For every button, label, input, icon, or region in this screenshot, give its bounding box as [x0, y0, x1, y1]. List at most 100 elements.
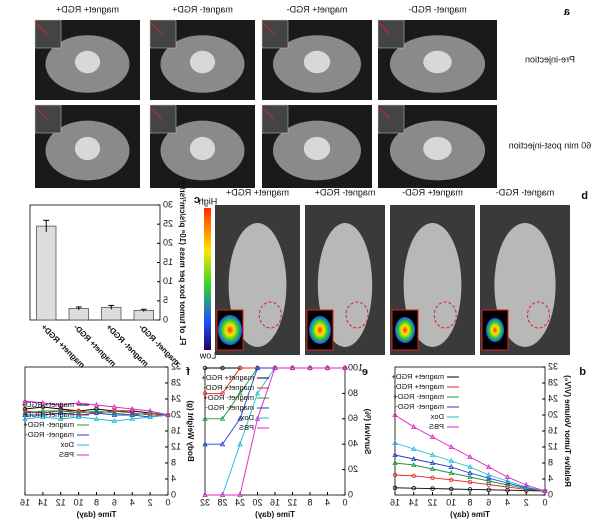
- column-header: magnet+ RGD+: [56, 4, 119, 14]
- point: [219, 415, 226, 421]
- point: [411, 486, 416, 491]
- panel-a: a Pre-injection 60 min post-injection ma…: [34, 4, 592, 188]
- mri-organ: [303, 136, 331, 161]
- mri-organ: [189, 50, 216, 74]
- panel-label: e: [362, 366, 368, 378]
- row-label: 60 min post-injection: [509, 140, 592, 150]
- x-tick-label: 28: [217, 497, 227, 507]
- x-tick-label: 16: [270, 497, 280, 507]
- mri-arrow: [379, 23, 391, 35]
- y-tick-label: 24: [548, 393, 558, 403]
- point: [430, 486, 435, 491]
- point: [448, 443, 454, 449]
- point: [448, 457, 454, 463]
- column-header: magnet+ RGD-: [402, 187, 463, 197]
- point: [411, 423, 417, 429]
- y-tick-label: 0: [171, 489, 176, 499]
- point: [486, 477, 492, 483]
- y-axis-label: Body Weight (g): [186, 400, 195, 462]
- y-tick-label: 32: [548, 361, 558, 371]
- x-tick-label: 0: [342, 497, 347, 507]
- bar: [68, 308, 89, 321]
- x-tick-label: 8: [94, 497, 99, 507]
- mri-organ: [189, 136, 216, 161]
- mri-arrow: [36, 108, 48, 120]
- column-header: magnet+ RGD-: [287, 4, 348, 14]
- point: [272, 364, 278, 370]
- y-tick-label: 20: [548, 409, 558, 419]
- point: [448, 469, 454, 475]
- point: [392, 459, 398, 465]
- point: [220, 391, 225, 396]
- series-line: [24, 400, 169, 416]
- series-line: [394, 462, 546, 492]
- legend-label: PBS: [59, 450, 74, 459]
- point: [202, 391, 208, 396]
- point: [147, 413, 153, 419]
- y-tick-label: 4: [171, 473, 176, 483]
- x-axis-label: Time (day): [255, 510, 295, 519]
- legend-label: magnet+ RGD+: [21, 400, 74, 409]
- point: [486, 475, 492, 481]
- point: [165, 411, 171, 417]
- y-tick-label: 25: [163, 219, 173, 229]
- y-axis-label: Survival (%): [363, 408, 372, 454]
- tumor-ring: [527, 301, 550, 329]
- y-tick-label: 24: [171, 393, 181, 403]
- point: [202, 365, 208, 371]
- x-tick-label: 16: [390, 497, 400, 507]
- point: [289, 364, 296, 370]
- inset-glow: [486, 318, 504, 342]
- point: [219, 441, 226, 447]
- scale-high: High: [199, 196, 218, 206]
- point: [111, 411, 118, 417]
- point: [411, 455, 417, 461]
- mri-organ: [303, 50, 331, 74]
- x-axis-label: Time (day): [450, 510, 490, 519]
- bar: [36, 225, 57, 321]
- mri-inset: [377, 104, 405, 134]
- x-tick-label: 2: [524, 497, 529, 507]
- mri-inset: [34, 104, 62, 134]
- point: [111, 403, 118, 409]
- chart: e 0 20 40 60 80 100 Survival (%) 0 4 8 12 16 20 24 28 32…: [200, 362, 372, 519]
- point: [504, 477, 511, 483]
- point: [411, 461, 417, 467]
- point: [467, 473, 473, 479]
- series-line: [205, 367, 345, 496]
- point: [467, 453, 473, 459]
- point: [220, 365, 225, 371]
- chart: c 0 5 10 15 20 25 30 FL of tumor box per mass (1…: [29, 179, 200, 370]
- x-tick-label: 2: [148, 497, 153, 507]
- series-line: [394, 454, 546, 492]
- mri-inset: [34, 19, 62, 49]
- series-line: [394, 442, 546, 492]
- series-line: [24, 414, 169, 422]
- mri-inset: [149, 104, 177, 134]
- y-tick-label: 20: [348, 464, 358, 474]
- point: [449, 477, 454, 482]
- point: [467, 487, 473, 492]
- x-tick-label: 4: [325, 497, 330, 507]
- point: [392, 472, 398, 478]
- legend-label: magnet- RGD-: [205, 403, 254, 412]
- legend-label: Dox: [60, 440, 74, 449]
- point: [324, 364, 331, 370]
- y-tick-label: 4: [548, 473, 553, 483]
- panel-label: a: [563, 6, 570, 18]
- legend-label: magnet+ RGD-: [203, 383, 254, 392]
- legend-label: magnet- RGD-: [395, 402, 444, 411]
- mouse-body: [494, 223, 556, 347]
- series-line: [394, 414, 546, 492]
- y-tick-label: 12: [548, 441, 558, 451]
- mri-organ: [74, 136, 101, 161]
- panel-b: b High Low magnet- RGD-magnet+ RGD-magne…: [199, 187, 588, 360]
- y-axis-label: Relative Tumor Volume (V/V₀): [563, 375, 572, 487]
- point: [486, 471, 492, 477]
- column-header: magnet+ RGD+: [226, 187, 289, 197]
- point: [467, 469, 473, 475]
- row-label: Pre-injection: [525, 54, 575, 64]
- y-tick-label: 28: [171, 377, 181, 387]
- point: [219, 491, 226, 497]
